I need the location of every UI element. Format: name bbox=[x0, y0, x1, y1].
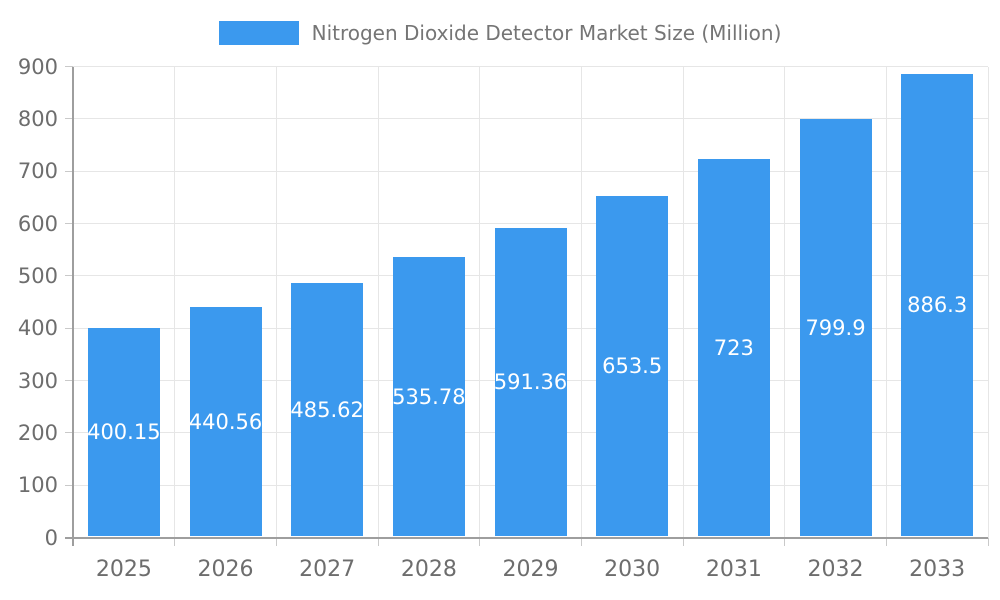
bar[interactable] bbox=[697, 159, 770, 537]
bar-value-label: 535.78 bbox=[392, 384, 466, 409]
x-axis-tick bbox=[987, 537, 989, 546]
x-axis-line bbox=[65, 536, 988, 539]
bar[interactable] bbox=[87, 328, 160, 537]
y-gridline bbox=[73, 66, 988, 67]
bar[interactable] bbox=[494, 228, 567, 537]
y-axis-label: 700 bbox=[17, 159, 58, 184]
y-axis-label: 900 bbox=[17, 54, 58, 79]
bar[interactable] bbox=[392, 257, 465, 537]
y-gridline bbox=[73, 223, 988, 224]
bar-value-label: 400.15 bbox=[87, 420, 161, 445]
y-axis-label: 600 bbox=[17, 211, 58, 236]
y-gridline bbox=[73, 170, 988, 172]
y-axis-tick bbox=[65, 380, 73, 381]
x-gridline bbox=[987, 66, 989, 538]
y-axis-tick bbox=[65, 118, 73, 120]
legend-label: Nitrogen Dioxide Detector Market Size (M… bbox=[311, 21, 782, 45]
y-gridline bbox=[73, 118, 988, 120]
x-axis-tick bbox=[275, 537, 277, 546]
bar-value-label: 440.56 bbox=[188, 409, 263, 434]
bar[interactable] bbox=[596, 195, 669, 537]
x-gridline bbox=[377, 66, 379, 538]
x-gridline bbox=[682, 66, 684, 538]
x-gridline bbox=[275, 66, 277, 538]
bar[interactable] bbox=[799, 118, 872, 537]
legend-swatch bbox=[218, 21, 299, 45]
x-gridline bbox=[885, 66, 887, 538]
bar[interactable] bbox=[291, 283, 364, 537]
y-axis-label: 800 bbox=[17, 106, 58, 131]
x-axis-label: 2026 bbox=[197, 557, 254, 582]
y-axis-tick bbox=[65, 327, 73, 329]
bar-value-label: 799.9 bbox=[805, 315, 866, 340]
y-axis-label: 100 bbox=[17, 473, 58, 498]
bar-value-label: 653.5 bbox=[602, 354, 663, 378]
x-axis-tick bbox=[682, 537, 684, 546]
bar-value-label: 591.36 bbox=[493, 370, 568, 395]
x-axis-label: 2030 bbox=[604, 557, 661, 582]
x-axis-label: 2033 bbox=[909, 557, 966, 582]
x-gridline bbox=[784, 66, 786, 538]
y-axis-tick bbox=[65, 432, 73, 434]
x-axis-label: 2032 bbox=[807, 557, 864, 582]
x-axis-label: 2027 bbox=[299, 557, 356, 582]
x-axis-tick bbox=[479, 537, 481, 546]
y-axis-label: 400 bbox=[17, 316, 58, 341]
y-axis-tick bbox=[65, 170, 73, 172]
y-axis-tick bbox=[65, 275, 73, 277]
x-axis-tick bbox=[784, 537, 786, 546]
x-gridline bbox=[580, 66, 582, 538]
y-axis-label: 200 bbox=[17, 420, 58, 445]
bar-value-label: 886.3 bbox=[907, 293, 968, 318]
y-axis-tick bbox=[65, 66, 73, 67]
x-axis-label: 2025 bbox=[95, 557, 152, 582]
y-axis-label: 0 bbox=[44, 525, 58, 550]
y-axis-tick bbox=[65, 223, 73, 224]
x-axis-tick bbox=[885, 537, 887, 546]
y-axis-line bbox=[72, 66, 74, 546]
y-axis-label: 300 bbox=[17, 368, 58, 393]
x-axis-tick bbox=[377, 537, 379, 546]
x-axis-label: 2028 bbox=[400, 557, 457, 582]
x-axis-label: 2029 bbox=[502, 557, 559, 582]
legend-item[interactable]: Nitrogen Dioxide Detector Market Size (M… bbox=[0, 21, 1000, 45]
x-axis-tick bbox=[174, 537, 176, 546]
x-axis-tick bbox=[580, 537, 582, 546]
bar[interactable] bbox=[901, 73, 974, 537]
x-gridline bbox=[174, 66, 176, 538]
bar[interactable] bbox=[189, 306, 262, 537]
y-axis-label: 500 bbox=[17, 263, 58, 288]
x-gridline bbox=[479, 66, 481, 538]
y-axis-tick bbox=[65, 484, 73, 486]
bar-value-label: 485.62 bbox=[290, 397, 364, 422]
x-axis-label: 2031 bbox=[705, 557, 762, 582]
bar-value-label: 723 bbox=[713, 335, 754, 360]
